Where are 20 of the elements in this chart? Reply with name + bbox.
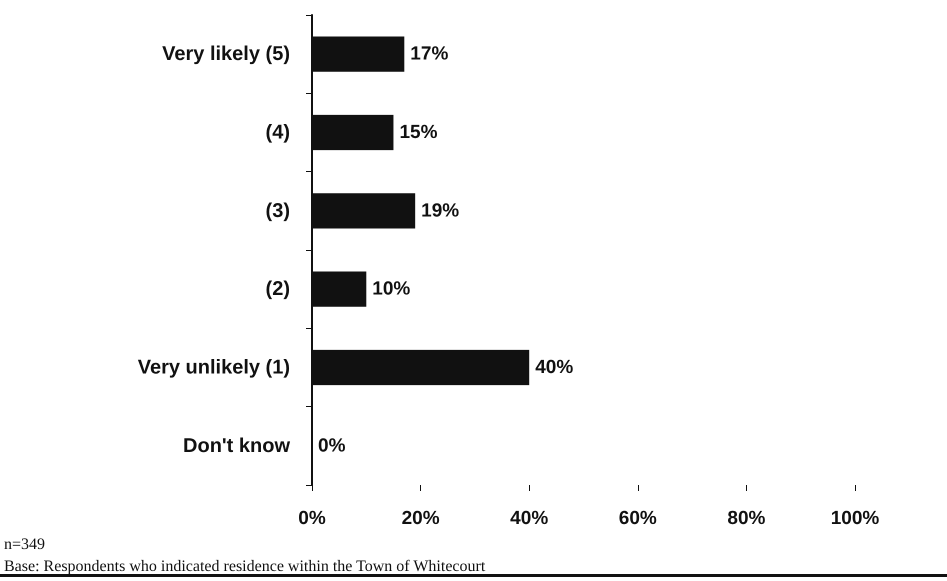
data-label: 10% xyxy=(372,278,410,300)
data-label: 17% xyxy=(410,44,448,65)
y-tick-label: Very likely (5) xyxy=(162,43,290,66)
x-tick-label: 100% xyxy=(830,508,880,529)
y-tick-label: (4) xyxy=(266,122,290,144)
x-tick-label: 80% xyxy=(727,508,766,529)
data-label: 0% xyxy=(318,435,346,456)
data-label: 40% xyxy=(535,357,574,378)
y-tick-label: (2) xyxy=(266,278,290,300)
text: n=349 xyxy=(4,536,46,554)
text: Base: Respondents who indicated residence within the Town of Whitecourt xyxy=(4,558,486,576)
data-label: 19% xyxy=(421,200,460,222)
x-tick-label: 0% xyxy=(298,508,326,529)
y-tick-label: Very unlikely (1) xyxy=(138,356,290,378)
x-tick-label: 20% xyxy=(402,508,440,529)
x-tick-label: 40% xyxy=(510,508,548,529)
y-tick-label: Don't know xyxy=(183,434,290,457)
data-label: 15% xyxy=(399,122,438,143)
x-tick-label: 60% xyxy=(618,508,657,529)
y-tick-label: (3) xyxy=(266,200,290,222)
